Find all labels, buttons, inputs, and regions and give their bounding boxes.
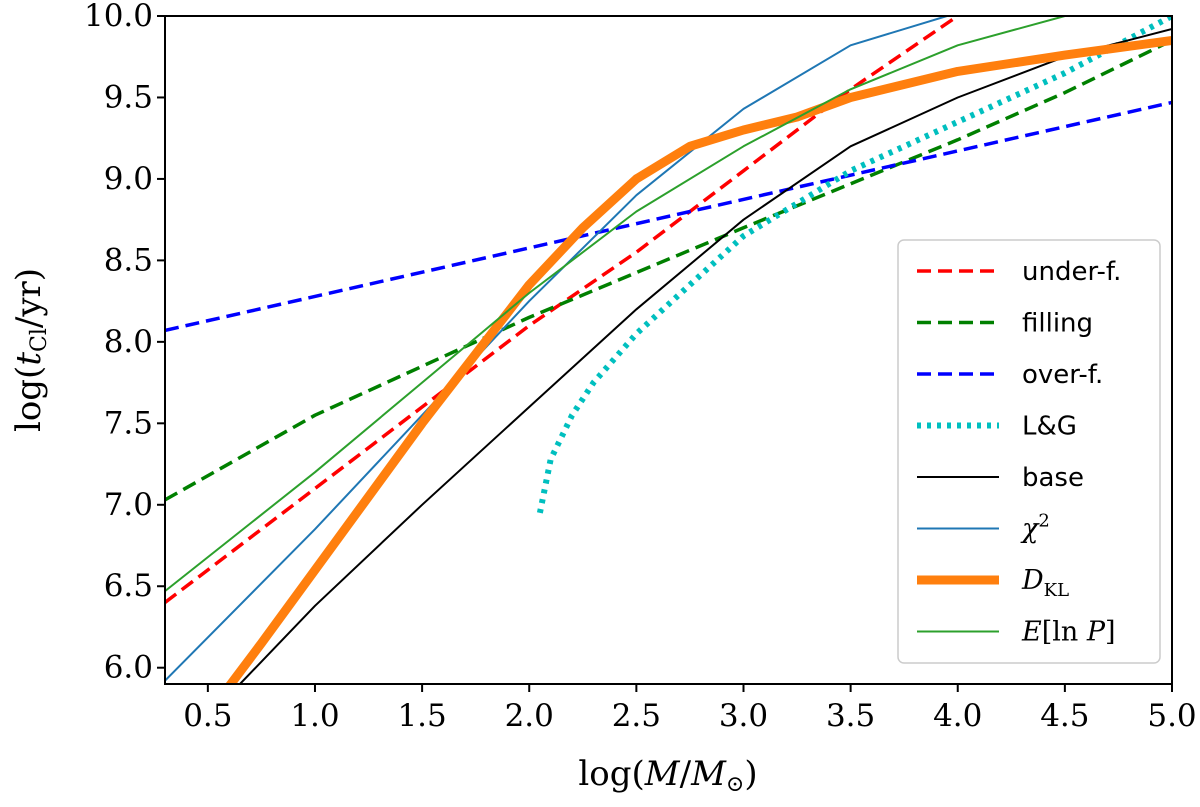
series-line-1 — [165, 38, 1172, 502]
legend: under-f. filling over-f. L&G base χ2 DKL E[ln P… — [897, 239, 1161, 664]
series-line-2 — [165, 100, 1172, 333]
legend-box — [897, 239, 1161, 664]
legend-label-3: L&G — [1022, 412, 1077, 442]
series-line-7 — [165, 16, 1066, 592]
x-tick-label: 4.5 — [1040, 698, 1089, 734]
x-tick-label: 4.0 — [933, 698, 982, 734]
legend-label-4: base — [1022, 463, 1084, 493]
y-axis-label: log(tCl/yr) — [9, 268, 52, 432]
y-tick-label: 6.5 — [104, 568, 153, 604]
y-tick-label: 9.5 — [104, 79, 153, 115]
legend-label-2: over-f. — [1022, 360, 1103, 390]
y-tick-label: 7.5 — [104, 405, 153, 441]
ticks-layer: 0.5 1.0 1.5 2.0 2.5 3.0 3.5 4.0 4.5 5.0 6.0 6.5 7.0 7… — [84, 0, 1197, 734]
legend-label-6: DKL — [1021, 565, 1069, 601]
series-line-4 — [239, 28, 1172, 684]
series-line-5 — [165, 16, 950, 682]
series-layer — [165, 16, 1172, 684]
plot-frame — [164, 15, 1173, 685]
y-tick-label: 8.0 — [104, 324, 153, 360]
x-tick-label: 1.0 — [290, 698, 339, 734]
legend-label-0: under-f. — [1022, 257, 1121, 287]
y-tick-label: 8.5 — [104, 242, 153, 278]
y-tick-label: 6.0 — [104, 650, 153, 686]
legend-entries: under-f. filling over-f. L&G base χ2 DKL E[ln P… — [917, 257, 1121, 648]
x-tick-label: 2.0 — [505, 698, 554, 734]
x-tick-label: 1.5 — [397, 698, 446, 734]
y-tick-label: 7.0 — [104, 487, 153, 523]
x-tick-label: 3.0 — [719, 698, 768, 734]
series-line-6 — [225, 35, 1172, 684]
series-line-0 — [165, 16, 961, 604]
legend-label-7: E[ln P] — [1021, 617, 1116, 648]
legend-label-5: χ2 — [1020, 511, 1050, 545]
x-tick-label: 5.0 — [1147, 698, 1196, 734]
series-line-3 — [536, 16, 1172, 514]
legend-label-1: filling — [1022, 309, 1093, 339]
x-tick-label: 3.5 — [826, 698, 875, 734]
x-axis-label: log(M/M⊙) — [578, 754, 757, 797]
x-tick-label: 2.5 — [612, 698, 661, 734]
y-tick-label: 10.0 — [84, 0, 153, 34]
y-tick-label: 9.0 — [104, 161, 153, 197]
x-tick-label: 0.5 — [183, 698, 232, 734]
